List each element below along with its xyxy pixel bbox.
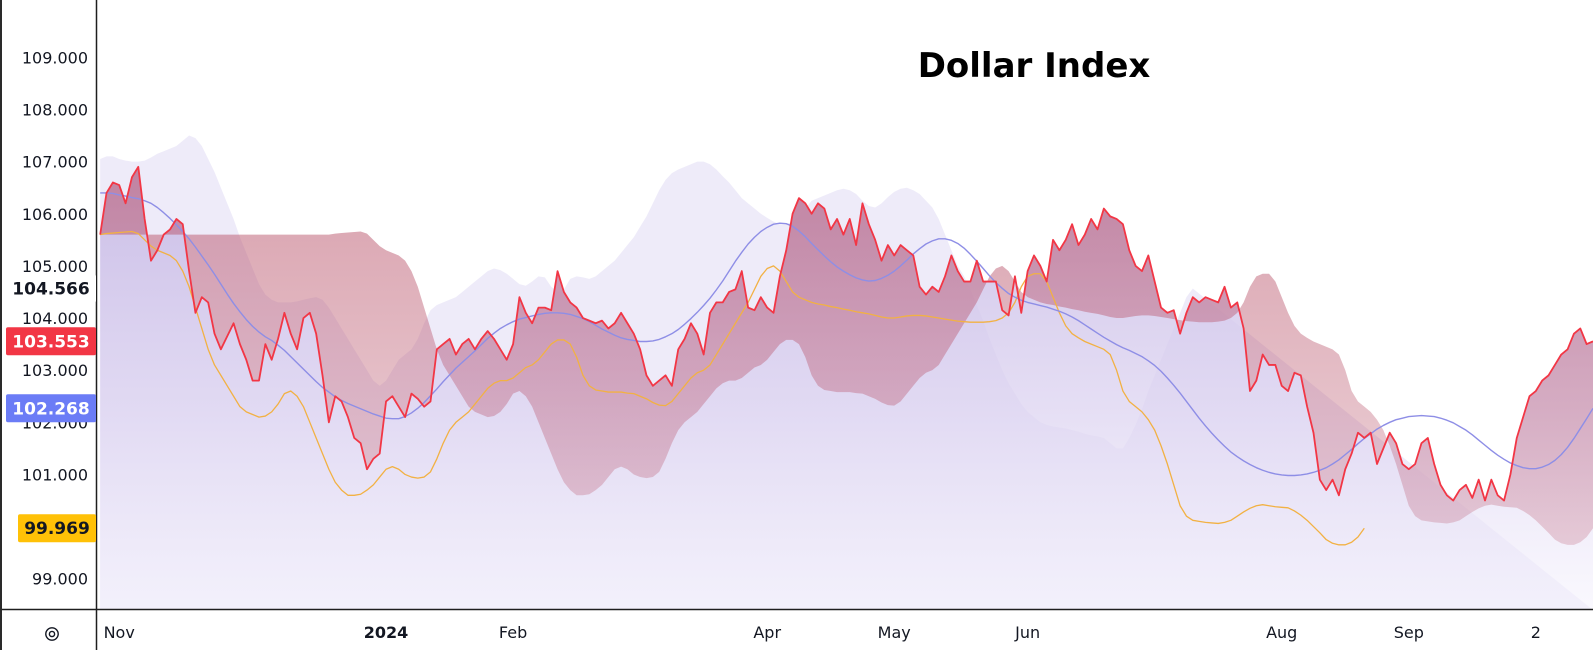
value-badge-label: 102.268: [12, 399, 89, 419]
y-tick-label: 108.000: [22, 101, 88, 120]
lower-band-line: [100, 230, 1365, 546]
y-tick-label: 103.000: [22, 361, 88, 380]
price-line: [99, 165, 1593, 502]
y-tick-label: 109.000: [22, 48, 88, 67]
y-tick-label: 106.000: [22, 205, 88, 224]
value-badge: [6, 274, 96, 303]
y-tick-label: 101.000: [22, 465, 88, 484]
value-badge-label: 104.566: [12, 280, 89, 300]
value-badge: [6, 394, 96, 423]
value-badge-label: 103.553: [12, 332, 89, 352]
y-tick-label: 104.000: [22, 309, 88, 328]
y-axis-ticks: 99.000101.000102.000103.000104.000105.00…: [22, 48, 88, 588]
x-tick-label: 2024: [364, 623, 409, 642]
x-tick-label: 2: [1531, 623, 1541, 642]
x-axis-ticks: Nov 2024 Feb Apr May Jun Aug Sep 2: [104, 623, 1541, 642]
x-tick-label: Apr: [753, 623, 781, 642]
gear-icon[interactable]: [45, 627, 59, 641]
middle-band-line: [100, 192, 1593, 477]
value-badge: [6, 327, 96, 356]
x-tick-label: Aug: [1266, 623, 1297, 642]
x-tick-label: May: [878, 623, 911, 642]
x-tick-label: Sep: [1394, 623, 1424, 642]
chart-title: Dollar Index: [918, 46, 1151, 86]
value-badge: [18, 514, 96, 543]
price-area-fill: [100, 166, 1593, 610]
y-tick-label: 99.000: [32, 570, 88, 589]
price-badges: 104.566 103.553 102.268 99.969: [6, 274, 96, 543]
price-lower-fill: [100, 166, 1593, 545]
x-tick-label: Nov: [104, 623, 135, 642]
value-badge-label: 99.969: [24, 519, 90, 539]
x-tick-label: Feb: [499, 623, 527, 642]
series-lines: [99, 165, 1593, 546]
y-tick-label: 107.000: [22, 153, 88, 172]
x-tick-label: Jun: [1014, 623, 1040, 642]
y-tick-label: 105.000: [22, 257, 88, 276]
